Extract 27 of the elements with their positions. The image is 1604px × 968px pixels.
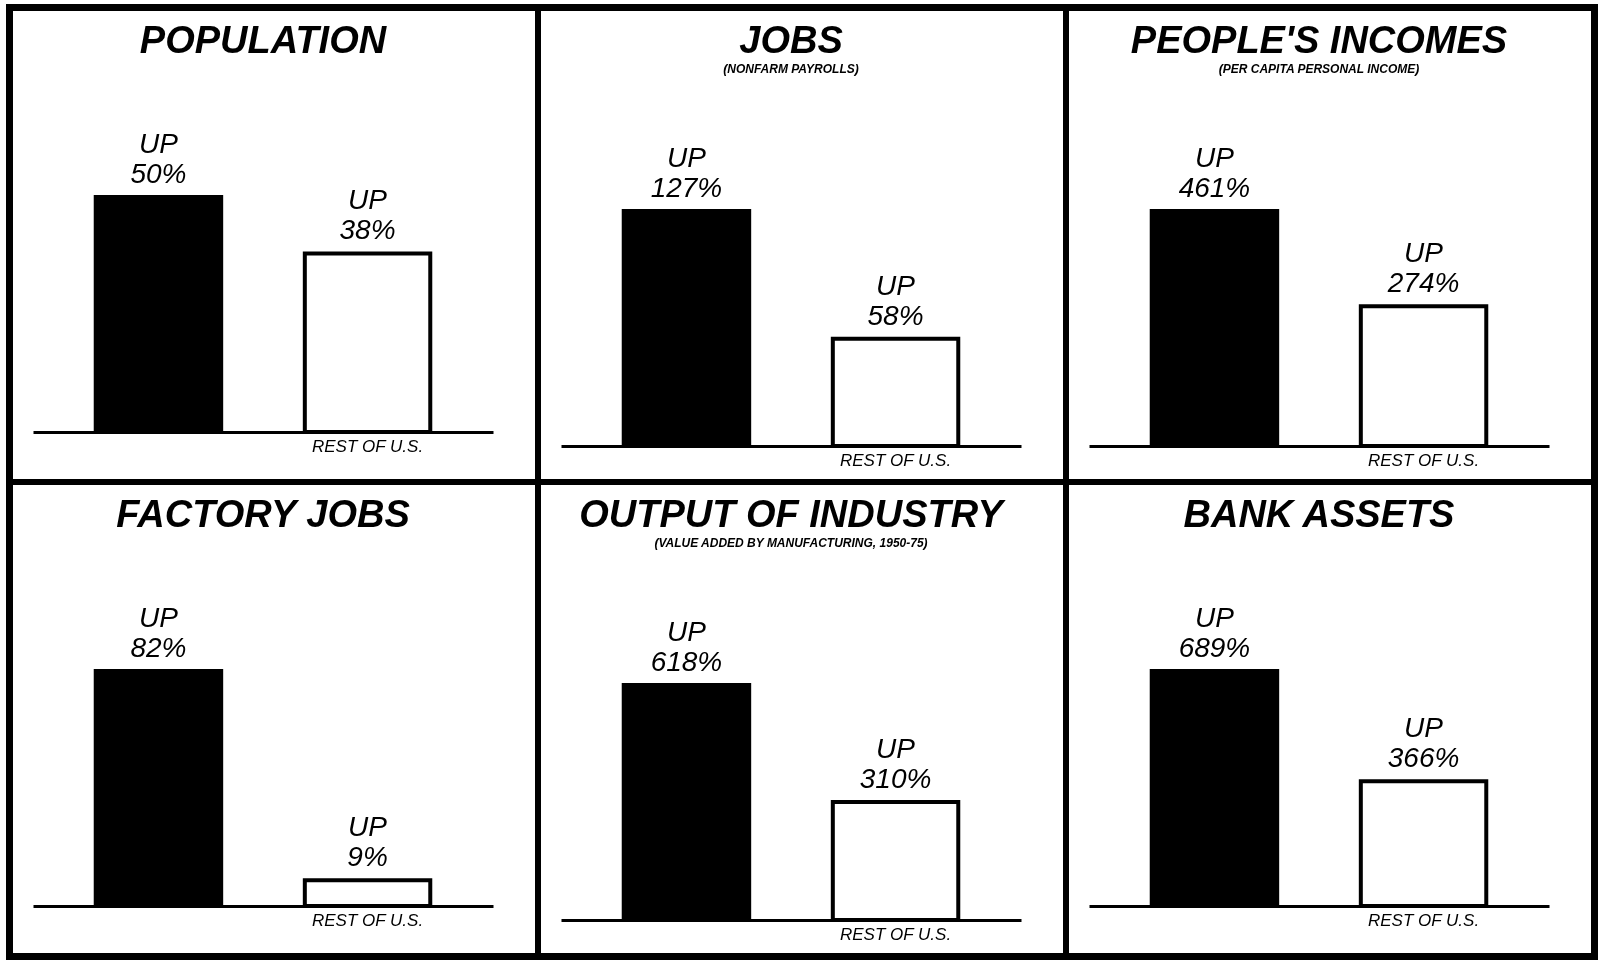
data-label: UP 461% xyxy=(1178,142,1251,203)
chart-subtitle: (VALUE ADDED BY MANUFACTURING, 1950-75) xyxy=(654,536,928,550)
chart-subtitle: (NONFARM PAYROLLS) xyxy=(723,62,859,76)
data-label: UP 127% xyxy=(650,142,723,203)
x-tick-label: REST OF U.S. xyxy=(839,924,952,944)
chart-title: BANK ASSETS xyxy=(1183,493,1455,535)
data-label: UP 9% xyxy=(347,811,388,873)
x-tick-label: REST OF U.S. xyxy=(1367,910,1480,930)
chart-title: OUTPUT OF INDUSTRY xyxy=(579,493,1007,535)
data-label: UP 50% xyxy=(130,128,187,189)
data-label: UP 366% xyxy=(1387,712,1460,774)
x-tick-label: REST OF U.S. xyxy=(311,436,424,456)
data-label: UP 38% xyxy=(339,184,396,246)
chart-title: PEOPLE'S INCOMES xyxy=(1130,19,1508,61)
chart-title: JOBS xyxy=(739,19,843,61)
chart-title: FACTORY JOBS xyxy=(116,493,410,535)
data-label: UP 618% xyxy=(650,616,723,677)
data-label: UP 310% xyxy=(859,733,932,795)
x-tick-label: REST OF U.S. xyxy=(311,910,424,930)
chart-title: POPULATION xyxy=(139,19,388,61)
data-label: UP 274% xyxy=(1386,237,1460,299)
data-label: UP 58% xyxy=(867,269,924,331)
chart-subtitle: (PER CAPITA PERSONAL INCOME) xyxy=(1218,62,1420,76)
data-label: UP 689% xyxy=(1178,602,1251,663)
data-label: UP 82% xyxy=(130,602,187,663)
x-tick-label: REST OF U.S. xyxy=(839,450,952,470)
x-tick-label: REST OF U.S. xyxy=(1367,450,1480,470)
